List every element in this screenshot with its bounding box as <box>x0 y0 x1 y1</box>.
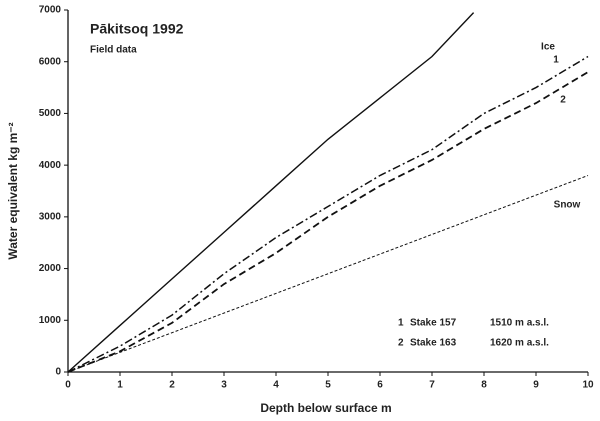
legend-key: 1 <box>398 318 404 329</box>
chart-subtitle: Field data <box>90 45 137 56</box>
series-line <box>67 55 589 373</box>
y-tick-label: 0 <box>55 367 61 378</box>
series-line <box>67 175 589 373</box>
y-axis-label: Water equivalent kg m⁻² <box>6 122 20 259</box>
series-label: Snow <box>554 200 581 211</box>
x-tick-label: 6 <box>377 380 383 391</box>
x-tick-label: 3 <box>221 380 227 391</box>
legend-elevation: 1510 m a.s.l. <box>490 318 549 329</box>
y-tick-label: 3000 <box>39 211 62 222</box>
series-label: 2 <box>560 95 566 106</box>
legend-stake: Stake 157 <box>410 318 457 329</box>
y-tick-label: 4000 <box>39 160 62 171</box>
legend-key: 2 <box>398 338 404 349</box>
x-tick-label: 2 <box>169 380 175 391</box>
series-label: Ice <box>541 42 555 53</box>
y-tick-label: 7000 <box>39 5 62 16</box>
y-tick-label: 6000 <box>39 56 62 67</box>
x-tick-label: 0 <box>65 380 71 391</box>
series-line <box>67 12 475 373</box>
series-label: 1 <box>553 55 559 66</box>
legend-elevation: 1620 m a.s.l. <box>490 338 549 349</box>
chart-title: Pākitsoq 1992 <box>90 21 184 37</box>
y-tick-label: 1000 <box>39 315 62 326</box>
legend-stake: Stake 163 <box>410 338 457 349</box>
x-tick-label: 10 <box>582 380 594 391</box>
x-tick-label: 1 <box>117 380 123 391</box>
x-tick-label: 9 <box>533 380 539 391</box>
y-tick-label: 5000 <box>39 108 62 119</box>
x-tick-label: 5 <box>325 380 331 391</box>
x-tick-label: 7 <box>429 380 435 391</box>
x-tick-label: 8 <box>481 380 487 391</box>
x-axis-label: Depth below surface m <box>260 401 391 415</box>
y-tick-label: 2000 <box>39 263 62 274</box>
x-tick-label: 4 <box>273 380 279 391</box>
